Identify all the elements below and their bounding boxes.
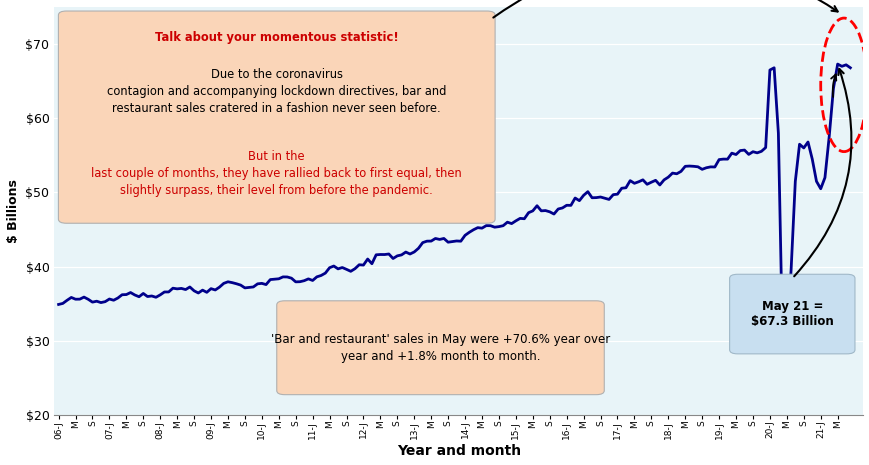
Text: But in the
last couple of months, they have rallied back to first equal, then
sl: But in the last couple of months, they h… xyxy=(91,150,461,197)
Text: Due to the coronavirus
contagion and accompanying lockdown directives, bar and
r: Due to the coronavirus contagion and acc… xyxy=(107,68,446,115)
Text: 'Bar and restaurant' sales in May were +70.6% year over
year and +1.8% month to : 'Bar and restaurant' sales in May were +… xyxy=(270,333,609,363)
FancyBboxPatch shape xyxy=(276,301,604,395)
Y-axis label: $ Billions: $ Billions xyxy=(7,179,20,243)
FancyBboxPatch shape xyxy=(729,274,854,354)
X-axis label: Year and month: Year and month xyxy=(396,444,521,458)
Text: May 21 =
$67.3 Billion: May 21 = $67.3 Billion xyxy=(750,300,833,328)
Text: Talk about your momentous statistic!: Talk about your momentous statistic! xyxy=(155,32,398,45)
FancyBboxPatch shape xyxy=(58,11,494,223)
